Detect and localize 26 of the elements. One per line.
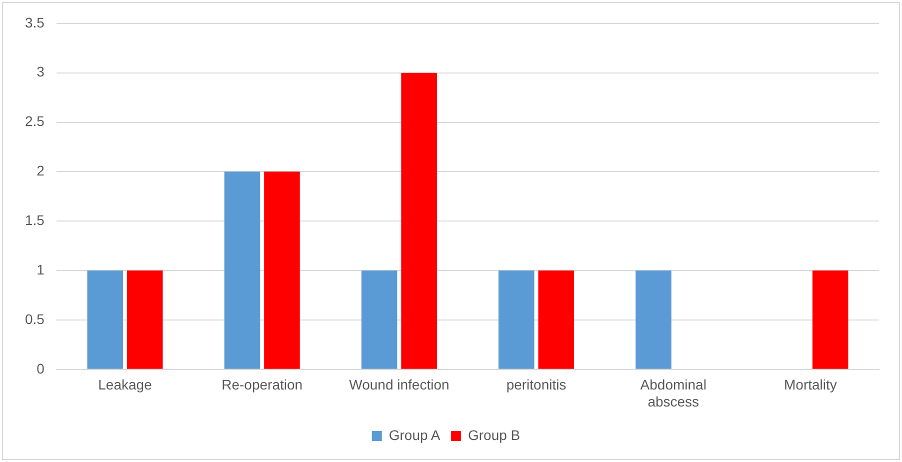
- y-tick-label: 1.5: [24, 212, 45, 228]
- bar: [401, 72, 437, 369]
- bar: [361, 270, 398, 369]
- legend-label: Group B: [468, 426, 520, 443]
- bar: [636, 270, 672, 369]
- x-tick-label: Abdominal abscess: [640, 376, 706, 410]
- bar: [264, 172, 300, 369]
- bar: [538, 270, 574, 369]
- x-tick-label: Mortality: [784, 376, 837, 393]
- y-tick-label: 0: [36, 360, 45, 376]
- x-tick-label: Leakage: [98, 376, 152, 393]
- y-tick-label: 3: [36, 64, 45, 80]
- bar: [224, 172, 260, 369]
- bar: [812, 270, 848, 369]
- bar: [126, 270, 163, 369]
- x-tick-label: Wound infection: [349, 376, 450, 393]
- bar: [498, 270, 534, 369]
- y-tick-label: 2.5: [24, 113, 45, 130]
- x-tick-label: Re-operation: [222, 376, 303, 393]
- y-tick-label: 1: [36, 261, 45, 278]
- y-tick-label: 0.5: [24, 310, 45, 327]
- legend-label: Group A: [388, 426, 441, 443]
- y-tick-label: 3.5: [24, 14, 45, 30]
- bar: [87, 270, 124, 369]
- y-tick-label: 2: [36, 162, 45, 179]
- x-tick-label: peritonitis: [506, 376, 566, 393]
